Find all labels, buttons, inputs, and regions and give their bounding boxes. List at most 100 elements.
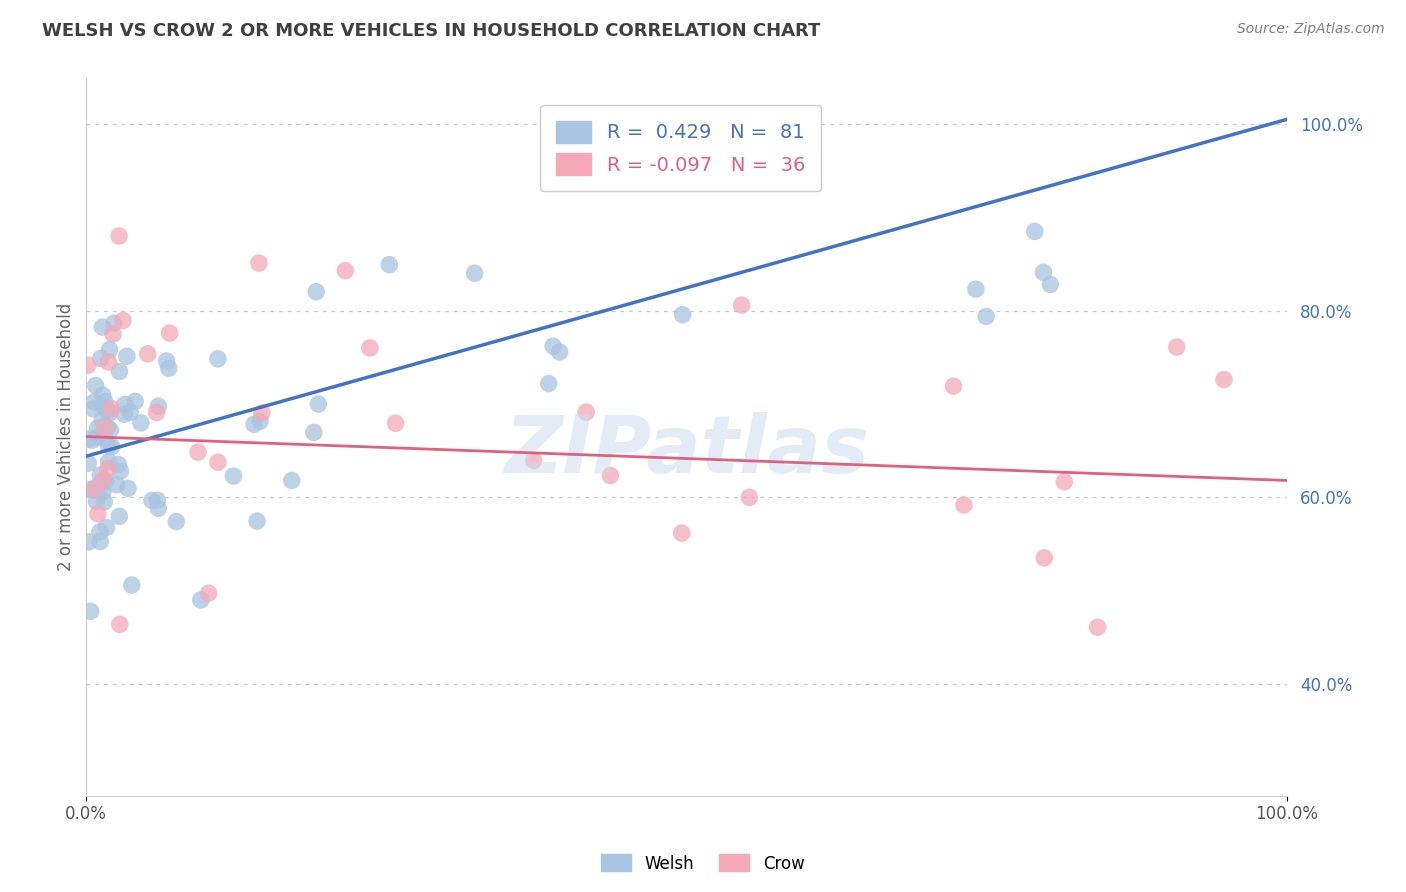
Point	[124, 394, 146, 409]
Point	[107, 458, 129, 472]
Point	[145, 406, 167, 420]
Point	[599, 468, 621, 483]
Point	[97, 355, 120, 369]
Point	[1166, 340, 1188, 354]
Point	[190, 593, 212, 607]
Point	[121, 578, 143, 592]
Point	[281, 474, 304, 488]
Point	[523, 453, 546, 467]
Point	[1039, 277, 1062, 292]
Point	[541, 339, 564, 353]
Point	[98, 343, 121, 357]
Point	[110, 464, 132, 478]
Point	[136, 347, 159, 361]
Point	[101, 326, 124, 341]
Text: Source: ZipAtlas.com: Source: ZipAtlas.com	[1237, 22, 1385, 37]
Point	[86, 494, 108, 508]
Point	[302, 425, 325, 440]
Point	[82, 401, 104, 416]
Point	[156, 354, 179, 368]
Point	[129, 416, 152, 430]
Point	[89, 524, 111, 539]
Point	[94, 420, 117, 434]
Point	[83, 395, 105, 409]
Point	[671, 526, 693, 541]
Point	[575, 405, 598, 419]
Point	[111, 313, 134, 327]
Point	[146, 493, 169, 508]
Legend: R =  0.429   N =  81, R = -0.097   N =  36: R = 0.429 N = 81, R = -0.097 N = 36	[540, 105, 821, 191]
Point	[96, 403, 118, 417]
Point	[103, 316, 125, 330]
Point	[159, 326, 181, 340]
Y-axis label: 2 or more Vehicles in Household: 2 or more Vehicles in Household	[58, 302, 75, 571]
Text: ZIPatlas: ZIPatlas	[503, 412, 869, 490]
Point	[100, 423, 122, 437]
Point	[243, 417, 266, 432]
Point	[93, 431, 115, 445]
Point	[718, 117, 741, 131]
Point	[1213, 373, 1236, 387]
Point	[83, 483, 105, 497]
Point	[98, 406, 121, 420]
Point	[378, 258, 401, 272]
Point	[82, 483, 104, 497]
Point	[112, 407, 135, 421]
Point	[94, 419, 117, 434]
Point	[1087, 620, 1109, 634]
Point	[1033, 550, 1056, 565]
Point	[108, 617, 131, 632]
Point	[359, 341, 381, 355]
Point	[108, 364, 131, 378]
Point	[965, 282, 987, 296]
Point	[84, 480, 107, 494]
Point	[86, 421, 108, 435]
Point	[117, 481, 139, 495]
Point	[91, 473, 114, 487]
Point	[89, 480, 111, 494]
Point	[108, 229, 131, 244]
Point	[207, 351, 229, 366]
Point	[96, 520, 118, 534]
Point	[953, 498, 976, 512]
Point	[89, 534, 111, 549]
Point	[548, 345, 571, 359]
Point	[738, 490, 761, 504]
Point	[464, 266, 486, 280]
Point	[207, 455, 229, 469]
Point	[97, 439, 120, 453]
Point	[91, 413, 114, 427]
Point	[250, 406, 273, 420]
Point	[79, 604, 101, 618]
Point	[307, 397, 329, 411]
Point	[77, 432, 100, 446]
Point	[335, 263, 357, 277]
Text: WELSH VS CROW 2 OR MORE VEHICLES IN HOUSEHOLD CORRELATION CHART: WELSH VS CROW 2 OR MORE VEHICLES IN HOUS…	[42, 22, 821, 40]
Point	[222, 469, 245, 483]
Point	[97, 455, 120, 469]
Point	[1024, 224, 1046, 238]
Point	[537, 376, 560, 391]
Point	[97, 461, 120, 475]
Point	[384, 416, 406, 430]
Point	[77, 534, 100, 549]
Point	[141, 493, 163, 508]
Point	[114, 397, 136, 411]
Point	[87, 507, 110, 521]
Point	[91, 484, 114, 499]
Point	[76, 358, 98, 372]
Point	[730, 298, 752, 312]
Point	[974, 310, 997, 324]
Point	[671, 308, 693, 322]
Point	[249, 414, 271, 428]
Point	[96, 420, 118, 434]
Point	[942, 379, 965, 393]
Point	[84, 378, 107, 392]
Point	[1053, 475, 1076, 489]
Point	[94, 474, 117, 488]
Point	[91, 388, 114, 402]
Point	[108, 509, 131, 524]
Legend: Welsh, Crow: Welsh, Crow	[595, 847, 811, 880]
Point	[93, 394, 115, 409]
Point	[157, 361, 180, 376]
